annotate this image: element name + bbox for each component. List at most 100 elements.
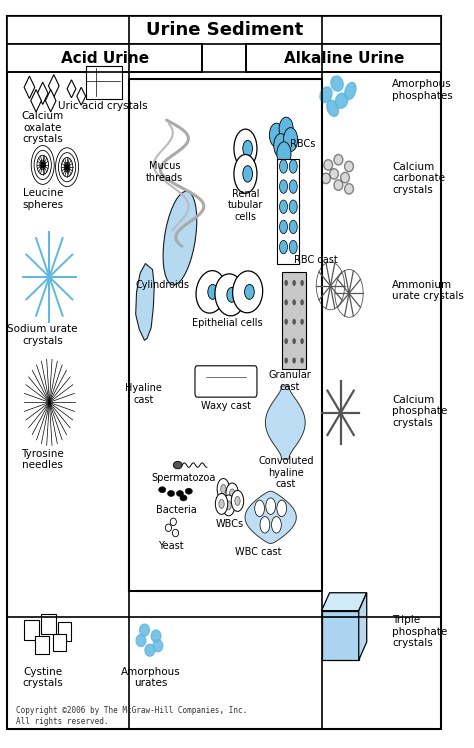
Text: Spermatozoa: Spermatozoa [151, 473, 216, 483]
Bar [24, 620, 39, 640]
Text: Urine Sediment: Urine Sediment [146, 21, 303, 39]
Bar [277, 159, 300, 263]
Polygon shape [24, 76, 35, 99]
Ellipse shape [145, 644, 155, 656]
Circle shape [269, 123, 283, 147]
Ellipse shape [180, 495, 187, 501]
Ellipse shape [196, 271, 226, 313]
Text: Hyaline
cast: Hyaline cast [125, 383, 162, 405]
Circle shape [280, 160, 288, 173]
Circle shape [280, 240, 288, 254]
Text: Bacteria: Bacteria [156, 505, 197, 515]
Circle shape [55, 148, 79, 186]
Text: Amorphous
urates: Amorphous urates [121, 666, 181, 688]
Circle shape [301, 338, 304, 344]
Polygon shape [359, 592, 367, 660]
Circle shape [284, 319, 288, 325]
Bar [35, 637, 49, 654]
Text: Acid Urine: Acid Urine [61, 51, 149, 66]
Circle shape [219, 500, 224, 509]
Circle shape [277, 500, 287, 517]
Text: Ammonium
urate crystals: Ammonium urate crystals [392, 280, 464, 301]
Text: Cystine
crystals: Cystine crystals [22, 666, 63, 688]
Polygon shape [77, 88, 86, 105]
Polygon shape [31, 90, 41, 112]
Ellipse shape [245, 284, 254, 299]
Circle shape [277, 142, 291, 166]
Circle shape [221, 485, 226, 494]
Circle shape [280, 180, 288, 193]
Circle shape [284, 338, 288, 344]
Text: Epithelial cells: Epithelial cells [192, 318, 263, 328]
Ellipse shape [176, 491, 183, 497]
FancyBboxPatch shape [195, 366, 257, 397]
Text: Alkaline Urine: Alkaline Urine [283, 51, 404, 66]
Text: Waxy cast: Waxy cast [201, 401, 251, 411]
Ellipse shape [334, 180, 343, 190]
Text: Mucus
threads: Mucus threads [146, 162, 183, 183]
Circle shape [260, 517, 270, 533]
Ellipse shape [151, 630, 161, 642]
Text: Amorphous
phosphates: Amorphous phosphates [392, 79, 453, 101]
Circle shape [226, 483, 238, 504]
Circle shape [65, 165, 69, 170]
Circle shape [34, 150, 51, 180]
Ellipse shape [170, 518, 176, 526]
Circle shape [289, 220, 297, 233]
Circle shape [280, 200, 288, 213]
Circle shape [234, 155, 257, 193]
Text: RBCs: RBCs [290, 139, 315, 149]
Circle shape [235, 497, 240, 506]
Circle shape [301, 280, 304, 286]
Polygon shape [321, 592, 367, 610]
Text: Convoluted
hyaline
cast: Convoluted hyaline cast [258, 456, 314, 489]
Circle shape [255, 500, 264, 517]
Ellipse shape [345, 183, 354, 194]
Text: Calcium
oxalate
crystals: Calcium oxalate crystals [22, 111, 64, 144]
Ellipse shape [345, 162, 354, 172]
Bar [129, 79, 321, 590]
Circle shape [284, 280, 288, 286]
Circle shape [301, 358, 304, 364]
Circle shape [284, 299, 288, 305]
Circle shape [231, 491, 244, 512]
Text: Triple
phosphate
crystals: Triple phosphate crystals [392, 615, 447, 649]
Ellipse shape [140, 624, 149, 636]
Circle shape [266, 498, 275, 515]
Ellipse shape [321, 173, 330, 183]
FancyBboxPatch shape [86, 66, 121, 99]
Circle shape [272, 517, 281, 533]
Circle shape [301, 299, 304, 305]
Circle shape [243, 141, 253, 157]
Ellipse shape [329, 169, 338, 179]
Ellipse shape [334, 155, 343, 165]
Text: Tyrosine
needles: Tyrosine needles [21, 449, 64, 470]
Ellipse shape [335, 94, 347, 108]
Circle shape [222, 495, 235, 516]
Circle shape [289, 160, 297, 173]
Polygon shape [136, 263, 154, 340]
Circle shape [289, 240, 297, 254]
FancyBboxPatch shape [7, 16, 441, 729]
Circle shape [283, 128, 298, 152]
Bar [58, 622, 72, 641]
Polygon shape [245, 491, 296, 544]
Circle shape [41, 162, 45, 168]
Circle shape [280, 220, 288, 233]
Ellipse shape [327, 100, 338, 117]
Bar [282, 272, 306, 369]
Text: Yeast: Yeast [158, 542, 184, 551]
Ellipse shape [173, 530, 179, 537]
Ellipse shape [324, 160, 333, 171]
Circle shape [292, 338, 296, 344]
Circle shape [31, 146, 54, 184]
Bar [246, 44, 441, 73]
Bar [41, 614, 56, 634]
Text: Cylindroids: Cylindroids [135, 280, 189, 290]
Ellipse shape [331, 76, 343, 91]
Circle shape [279, 117, 293, 141]
Circle shape [64, 162, 70, 172]
Text: Uric acid crystals: Uric acid crystals [58, 101, 147, 111]
Circle shape [58, 153, 76, 182]
Text: Renal
tubular
cells: Renal tubular cells [228, 188, 263, 222]
